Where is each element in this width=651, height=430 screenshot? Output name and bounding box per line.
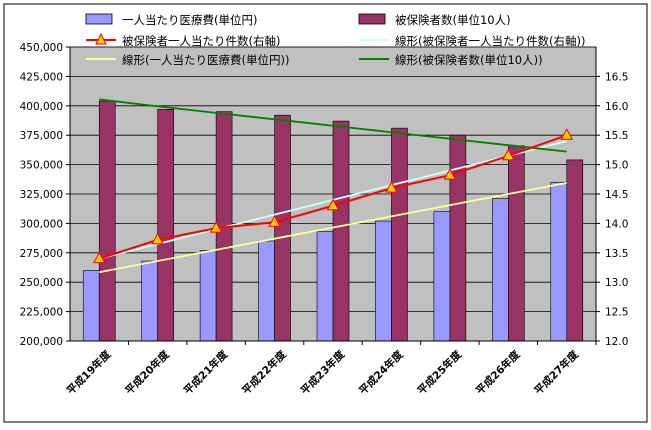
line-point-marker	[326, 198, 340, 211]
legend-marker	[95, 32, 107, 45]
legend: 一人当たり医療費(単位円) 被保険者数(単位10人) 被保険者一人当たり件数(右軸)…	[85, 13, 585, 67]
y-right-tick-label: 15.0	[605, 160, 628, 172]
bar-medical-cost	[82, 270, 100, 342]
y-left-tick-label: 375,000	[20, 130, 63, 142]
legend-swatch	[85, 13, 113, 25]
line-point-marker	[268, 215, 281, 227]
y-left-tick-label: 200,000	[20, 336, 63, 348]
y-left-tick-label: 400,000	[20, 101, 63, 113]
y-right-tick-label: 14.5	[605, 189, 628, 201]
bar-medical-cost	[550, 181, 568, 342]
bar-medical-cost	[433, 211, 451, 342]
y-right-tick-label: 13.5	[605, 248, 628, 260]
y-right-tick-label: 12.5	[605, 307, 628, 319]
bar-insured-count	[332, 120, 350, 342]
legend-label: 被保険者一人当たり件数(右軸)	[122, 34, 280, 48]
y-left-tick-label: 250,000	[20, 277, 63, 289]
bar-medical-cost	[199, 250, 217, 342]
line-point-marker	[385, 181, 398, 193]
bar-insured-count	[274, 114, 291, 342]
line-point-marker	[92, 251, 106, 264]
bar-insured-count	[157, 109, 174, 342]
y-right-tick-label: 13.0	[605, 277, 628, 289]
legend-label: 線形(被保険者数(単位10人))	[395, 53, 543, 67]
line-point-marker	[501, 148, 515, 161]
line-point-marker	[151, 232, 165, 245]
bar-medical-cost	[316, 231, 334, 342]
chart-border	[3, 3, 648, 423]
y-left-tick-label: 300,000	[20, 218, 63, 230]
y-left-tick-label: 450,000	[20, 42, 63, 54]
y-left-tick-label: 425,000	[20, 71, 63, 83]
plot-area	[69, 46, 597, 342]
y-left-tick-label: 325,000	[20, 189, 63, 201]
bar-insured-count	[566, 159, 584, 342]
y-left-tick-label: 275,000	[20, 248, 63, 260]
y-right-tick-label: 12.0	[605, 336, 628, 348]
trendline-medical-cost	[99, 181, 567, 274]
y-right-tick-label: 15.5	[605, 130, 628, 142]
legend-label: 一人当たり医療費(単位円)	[122, 13, 257, 27]
y-right-tick-label: 16.0	[605, 101, 628, 113]
bar-insured-count	[391, 127, 408, 342]
y-right-tick-label: 16.5	[605, 71, 628, 83]
line-point-marker	[443, 168, 457, 180]
bar-medical-cost	[258, 240, 275, 342]
legend-label: 被保険者数(単位10人)	[395, 13, 511, 27]
y-left-tick-label: 225,000	[20, 307, 63, 319]
legend-label: 線形(被保険者一人当たり件数(右軸))	[395, 34, 585, 48]
trendline-insured-count	[99, 98, 567, 153]
line-point-marker	[209, 221, 223, 233]
legend-label: 線形(一人当たり医療費(単位円))	[122, 53, 289, 67]
bar-medical-cost	[141, 260, 158, 342]
legend-swatch	[358, 13, 386, 25]
bar-insured-count	[508, 145, 525, 342]
bar-medical-cost	[375, 220, 392, 342]
bar-medical-cost	[492, 198, 509, 342]
y-left-tick-label: 350,000	[20, 160, 63, 172]
bar-insured-count	[98, 100, 116, 342]
y-right-tick-label: 14.0	[605, 218, 628, 230]
bar-insured-count	[449, 134, 467, 342]
line-point-marker	[560, 128, 574, 140]
